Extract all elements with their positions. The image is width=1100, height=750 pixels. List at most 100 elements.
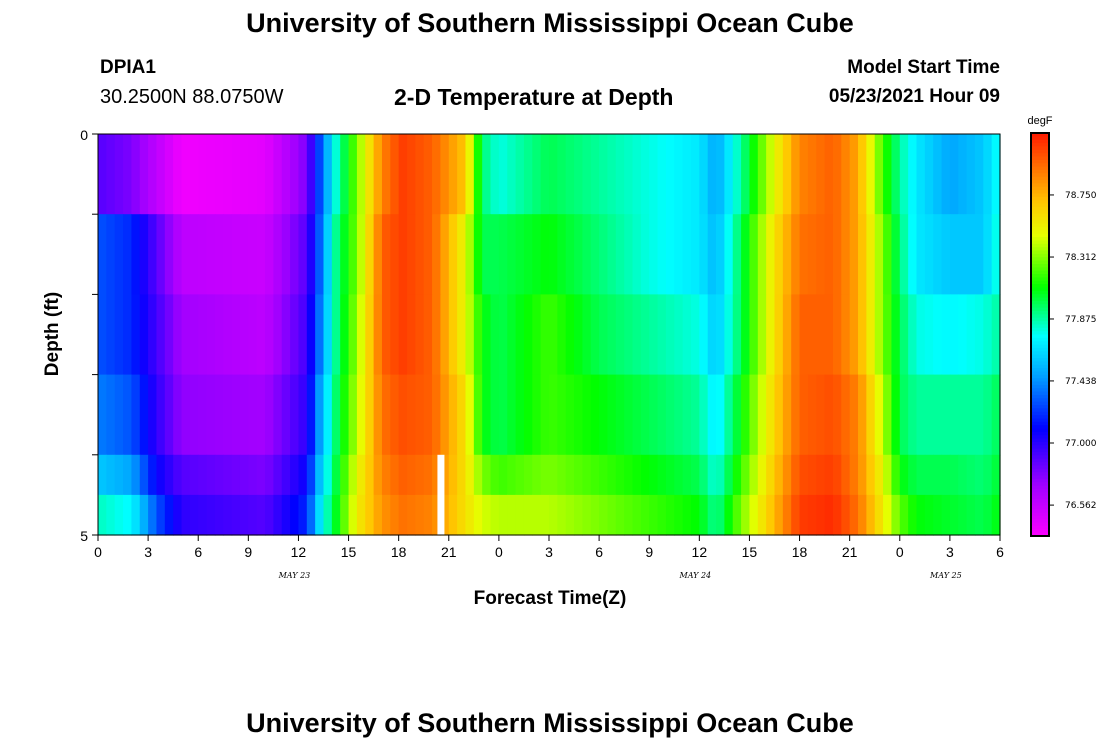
colorbar-segment [1031, 247, 1049, 252]
heatmap-cell [148, 494, 158, 536]
heatmap-cell [991, 214, 1001, 295]
colorbar-segment [1031, 156, 1049, 161]
heatmap-cell [365, 374, 375, 456]
colorbar-segment [1031, 337, 1049, 342]
heatmap-cell [983, 374, 993, 456]
heatmap-cell [248, 454, 258, 496]
heatmap-cell [807, 294, 817, 376]
heatmap-cell [899, 454, 909, 496]
heatmap-cell [457, 214, 467, 295]
heatmap-cell [774, 374, 784, 456]
heatmap-cell [565, 374, 575, 456]
heatmap-cell [423, 454, 433, 496]
heatmap-cell [164, 214, 174, 295]
heatmap-cell [432, 214, 442, 295]
heatmap-cell [782, 214, 792, 295]
heatmap-cell [106, 374, 116, 456]
heatmap-cell [690, 494, 700, 536]
heatmap-cell [791, 294, 801, 376]
colorbar-segment [1031, 482, 1049, 487]
colorbar-segment [1031, 381, 1049, 386]
heatmap-cell [741, 374, 751, 456]
heatmap-cell [482, 494, 492, 536]
heatmap-cell [106, 294, 116, 376]
colorbar-segment [1031, 509, 1049, 514]
heatmap-cell [173, 494, 183, 536]
heatmap-cell [632, 294, 642, 376]
heatmap-cell [774, 134, 784, 215]
colorbar-segment [1031, 304, 1049, 309]
heatmap-cell [799, 454, 809, 496]
heatmap-cell [189, 294, 199, 376]
heatmap-cell [407, 294, 416, 376]
heatmap-cell [883, 214, 893, 295]
heatmap-cell [281, 214, 291, 295]
heatmap-cell [373, 494, 383, 536]
heatmap-cell [156, 134, 166, 215]
heatmap-cell [523, 374, 533, 456]
heatmap-cell [457, 454, 467, 496]
heatmap-cell [615, 294, 625, 376]
heatmap-cell [507, 454, 517, 496]
heatmap-cell [590, 494, 600, 536]
heatmap-cell [732, 494, 742, 536]
heatmap-cell [432, 454, 442, 496]
heatmap-cell [265, 134, 274, 215]
colorbar-segment [1031, 270, 1049, 275]
heatmap-cell [181, 294, 191, 376]
heatmap-cell [615, 374, 625, 456]
heatmap-cell [390, 494, 400, 536]
heatmap-cell [381, 214, 391, 295]
colorbar-segment [1031, 263, 1049, 268]
heatmap-cell [323, 494, 333, 536]
heatmap-cell [974, 494, 984, 536]
heatmap-cell [290, 374, 300, 456]
heatmap-cell [924, 134, 934, 215]
heatmap-cell [974, 134, 984, 215]
x-tick-label: 15 [341, 544, 357, 560]
colorbar-segment [1031, 448, 1049, 453]
heatmap-cell [98, 494, 107, 536]
heatmap-cell [181, 454, 191, 496]
heatmap-cell [582, 214, 592, 295]
heatmap-cell [239, 454, 249, 496]
heatmap-cell [716, 374, 725, 456]
heatmap-cell [281, 134, 291, 215]
heatmap-cell [983, 294, 993, 376]
heatmap-cell [256, 494, 266, 536]
heatmap-cell [498, 134, 508, 215]
heatmap-cell [891, 214, 901, 295]
heatmap-cell [214, 374, 224, 456]
heatmap-cell [523, 494, 533, 536]
heatmap-cell [223, 454, 233, 496]
heatmap-cell [214, 494, 224, 536]
colorbar-segment [1031, 441, 1049, 446]
heatmap-cell [615, 134, 625, 215]
colorbar-segment [1031, 344, 1049, 349]
x-tick-label: 3 [144, 544, 152, 560]
heatmap-cell [690, 374, 700, 456]
colorbar-segment [1031, 502, 1049, 507]
heatmap-cell [816, 494, 826, 536]
heatmap-cell [373, 374, 383, 456]
heatmap-cell [690, 134, 700, 215]
heatmap-cell [407, 374, 416, 456]
colorbar-segment [1031, 368, 1049, 373]
heatmap-cell [883, 294, 893, 376]
heatmap-cell [841, 134, 851, 215]
heatmap-cell [515, 294, 525, 376]
heatmap-cell [98, 134, 107, 215]
heatmap-cell [866, 454, 876, 496]
heatmap-cell [824, 494, 834, 536]
heatmap-cell [365, 294, 375, 376]
heatmap-cell [231, 294, 241, 376]
heatmap-cell [239, 494, 249, 536]
heatmap-cell [432, 374, 442, 456]
model-start-value: 05/23/2021 Hour 09 [828, 86, 1000, 107]
heatmap-cell [381, 494, 391, 536]
colorbar-segment [1031, 136, 1049, 141]
heatmap-cell [607, 494, 617, 536]
heatmap-cell [256, 454, 266, 496]
heatmap-cell [674, 214, 684, 295]
